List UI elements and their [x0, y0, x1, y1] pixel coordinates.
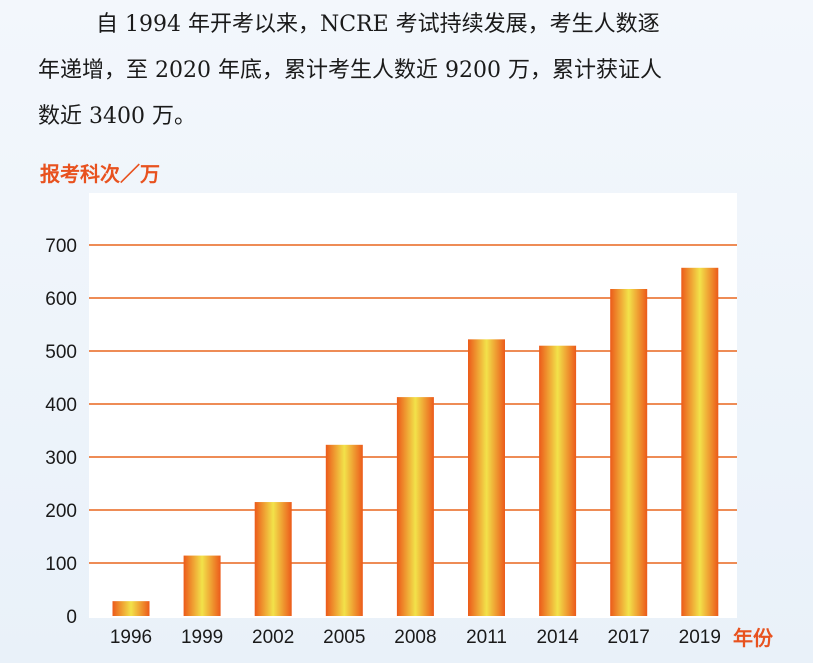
x-tick-label: 2019 [679, 627, 721, 648]
x-tick-label: 2002 [252, 627, 294, 648]
bar-2008 [396, 397, 434, 616]
paragraph-line-2: 年递增，至 2020 年底，累计考生人数近 9200 万，累计获证人 [38, 58, 662, 83]
bar-2005 [325, 444, 363, 616]
intro-paragraph: 自 1994 年开考以来，NCRE 考试持续发展，考生人数逐 年递增，至 202… [38, 0, 788, 140]
y-tick-label: 400 [45, 395, 77, 416]
bars [112, 267, 719, 616]
y-tick-label: 600 [45, 289, 77, 310]
x-tick-label: 1996 [110, 627, 152, 648]
x-tick-label: 2008 [394, 627, 436, 648]
bar-2011 [468, 339, 505, 616]
y-tick-label: 100 [45, 554, 77, 575]
y-tick-label: 700 [45, 236, 77, 257]
bar-2014 [539, 345, 577, 616]
chart-x-axis-label: 年份 [733, 626, 773, 650]
bar-2019 [681, 267, 719, 616]
x-tick-label: 2005 [323, 627, 365, 648]
bar-2002 [254, 502, 292, 616]
x-tick-label: 1999 [181, 627, 223, 648]
paragraph-line-1: 自 1994 年开考以来，NCRE 考试持续发展，考生人数逐 [96, 12, 660, 37]
x-tick-label: 2014 [536, 627, 579, 648]
bar-1996 [112, 601, 150, 616]
paragraph-line-3: 数近 3400 万。 [38, 104, 196, 129]
y-tick-label: 500 [45, 342, 77, 363]
bar-1999 [183, 555, 221, 616]
y-tick-label: 200 [45, 501, 77, 522]
y-tick-labels: 0 100 200 300 400 500 600 700 [45, 236, 77, 628]
x-tick-labels: 1996 1999 2002 2005 2008 2011 2014 2017 2019 [110, 627, 721, 648]
y-tick-label: 300 [45, 448, 77, 469]
x-tick-label: 2011 [466, 627, 507, 648]
y-tick-label: 0 [66, 607, 77, 628]
x-tick-label: 2017 [608, 627, 650, 648]
chart-y-axis-label: 报考科次／万 [40, 162, 160, 186]
bar-2017 [610, 288, 648, 616]
